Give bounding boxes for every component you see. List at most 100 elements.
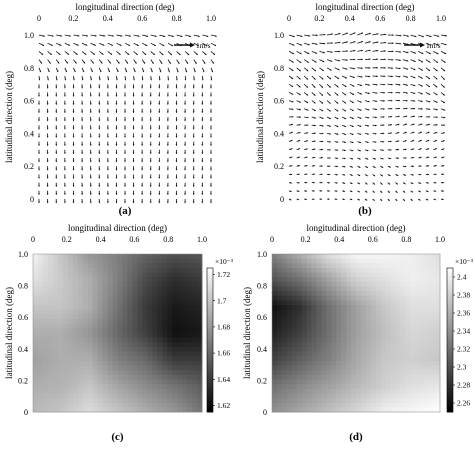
quiver-arrow-head [167,119,169,122]
quiver-arrow-head [323,51,325,54]
heatmap-cell [356,337,362,343]
heatmap-cell [172,277,178,283]
heatmap-cell [385,272,391,278]
x-tick-label: 0.8 [406,14,416,23]
quiver-arrow-head [422,35,424,38]
quiver-arrow-head [382,140,384,143]
quiver-arrow-head [344,101,346,104]
quiver-arrow-head [412,123,415,126]
heatmap-cell [177,258,183,264]
heatmap-cell [97,346,103,352]
heatmap-cell [430,291,436,297]
heatmap-cell [306,328,312,334]
heatmap-cell [147,314,153,320]
heatmap-cell [336,281,342,287]
quiver-arrow-head [46,185,49,187]
heatmap-cell [415,337,421,343]
heatmap-cell [346,291,352,297]
heatmap-cell [336,333,342,339]
heatmap-cell [132,286,138,292]
heatmap-cell [346,258,352,264]
quiver-arrow-head [115,111,118,113]
heatmap-cell [360,384,367,390]
quiver-arrow-head [442,156,445,159]
heatmap-cell [102,286,108,292]
y-tick-label: 0 [24,408,28,417]
heatmap-cell [316,267,322,273]
heatmap-cell [192,323,198,329]
quiver-arrow-head [442,165,445,167]
heatmap-cell [370,398,377,404]
heatmap-cell [435,384,441,390]
heatmap-cell [321,360,327,366]
heatmap-cell [162,333,168,339]
heatmap-cell [435,407,441,413]
quiver-arrow-head [331,42,333,44]
quiver-arrow-head [64,185,66,187]
quiver-arrow-head [344,141,346,143]
heatmap-cell [281,333,288,339]
heatmap-cell [33,337,39,343]
quiver-arrow-head [72,127,75,130]
quiver-arrow-head [336,165,338,168]
heatmap-cell [346,263,352,269]
heatmap-cell [97,291,103,297]
heatmap-cell [137,323,143,329]
heatmap-cell [182,272,188,278]
heatmap-cell [395,346,401,352]
quiver-arrow-head [184,176,186,179]
heatmap-cell [142,346,148,352]
heatmap-cell [435,374,441,380]
quiver-arrow-head [413,100,416,102]
quiver-arrow-head [192,152,195,154]
heatmap-cell [67,272,74,278]
heatmap-cell [82,286,89,292]
quiver-arrow-head [292,52,295,55]
heatmap-cell [276,337,283,343]
heatmap-cell [142,356,148,362]
heatmap-cell [157,360,163,366]
quiver-arrow-head [210,127,212,130]
heatmap-cell [301,309,307,315]
quiver-arrow-head [38,111,40,113]
heatmap-cell [187,337,193,343]
heatmap-cell [316,258,322,264]
heatmap-cell [321,291,327,297]
heatmap-cell [410,360,416,366]
quiver-arrow-head [443,101,445,104]
heatmap-cell [360,319,367,325]
quiver-arrow-head [412,131,415,134]
quiver-arrow-head [76,44,79,46]
heatmap-cell [92,379,99,385]
heatmap-cell [400,267,406,273]
heatmap-cell [306,360,312,366]
heatmap-cell [57,365,64,371]
colorbar-segment [207,294,213,298]
heatmap-cell [336,351,342,357]
heatmap-cell [365,333,372,339]
heatmap-cell [132,337,138,343]
heatmap-cell [365,319,372,325]
heatmap-cell [405,300,411,306]
heatmap-cell [311,356,317,362]
quiver-arrow-head [151,70,153,73]
heatmap-cell [52,337,59,343]
heatmap-cell [326,384,332,390]
heatmap-cell [137,407,143,413]
quiver-arrow-head [374,157,376,160]
heatmap-cell [301,281,307,287]
heatmap-cell [62,286,69,292]
heatmap-cell [62,300,69,306]
quiver-arrow-head [443,132,445,134]
heatmap-cell [370,319,377,325]
heatmap-cell [291,333,298,339]
heatmap-cell [62,365,69,371]
x-tick-label: 0.2 [314,14,324,23]
heatmap-cell [331,263,337,269]
heatmap-cell [356,360,362,366]
quiver-arrow-head [360,75,363,78]
heatmap-cell [197,263,203,269]
heatmap-cell [281,314,288,320]
quiver-arrow-head [380,191,383,193]
heatmap-cell [37,407,44,413]
